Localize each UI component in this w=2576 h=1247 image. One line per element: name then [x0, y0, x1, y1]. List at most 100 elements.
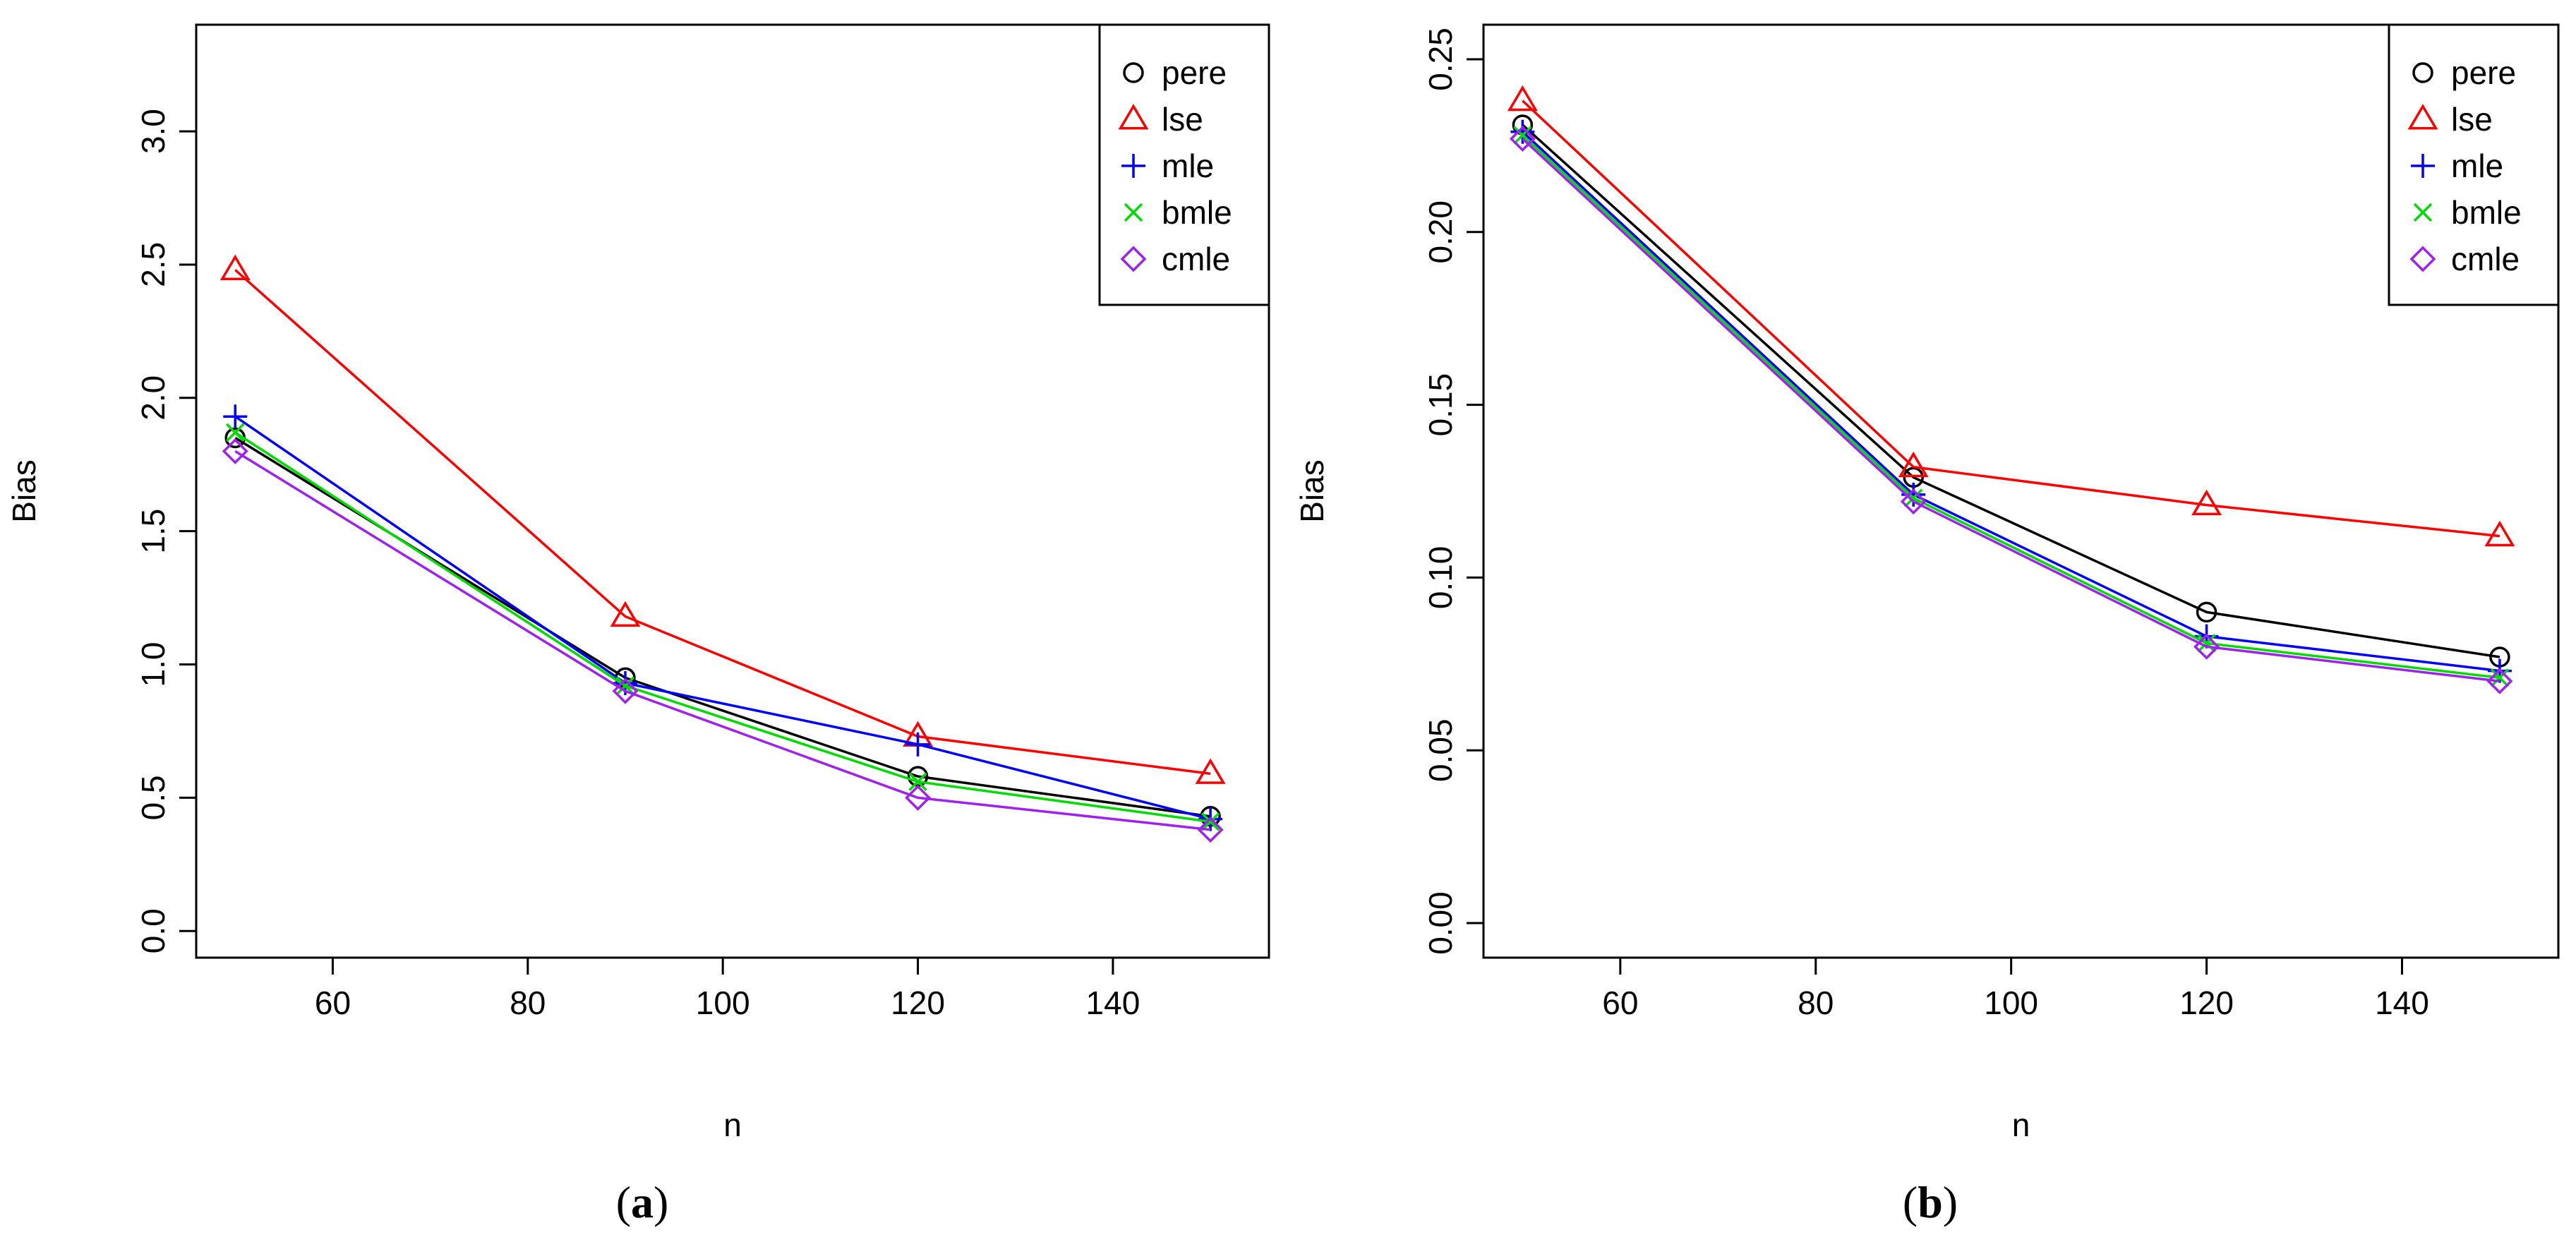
legend-marker-lse: [2407, 104, 2438, 130]
x-tick-label: 140: [1086, 984, 1140, 1021]
legend-label: cmle: [2451, 241, 2520, 277]
data-point-cmle: [222, 438, 248, 464]
data-point-mle: [223, 404, 248, 429]
y-tick-label: 0.05: [1422, 718, 1459, 782]
x-tick-label: 100: [696, 984, 750, 1021]
series-cmle: [1509, 126, 2513, 694]
legend-label: bmle: [1162, 194, 1232, 231]
legend-label: bmle: [2451, 194, 2522, 231]
y-tick-label: 0.20: [1422, 200, 1459, 264]
legend-label: pere: [1162, 54, 1227, 91]
x-tick-label: 60: [315, 984, 351, 1021]
data-point-lse: [2191, 489, 2222, 516]
x-tick-label: 80: [510, 984, 546, 1021]
series-line-lse: [234, 269, 1211, 776]
legend-marker-bmle: [1124, 203, 1143, 222]
panel-caption: (b): [1903, 1177, 1958, 1227]
data-point-cmle: [1197, 817, 1224, 843]
data-point-lse: [1507, 85, 1538, 112]
legend-label: mle: [1162, 147, 1214, 184]
data-point-lse: [2484, 520, 2515, 547]
data-point-cmle: [905, 784, 932, 811]
series-line-cmle: [1522, 138, 2500, 683]
series-lse: [1507, 85, 2515, 547]
x-tick-label: 100: [1984, 984, 2038, 1021]
x-axis-label: n: [723, 1107, 742, 1143]
series-line-cmle: [234, 450, 1211, 831]
legend-label: pere: [2451, 54, 2516, 91]
panel-caption-label: b: [1918, 1177, 1943, 1227]
x-axis-label: n: [2012, 1107, 2030, 1143]
legend-marker-mle: [2411, 154, 2435, 178]
data-point-lse: [1898, 451, 1929, 478]
panel-caption: (a): [616, 1177, 669, 1227]
y-tick-label: 0.10: [1422, 546, 1459, 610]
y-tick-label: 0.00: [1422, 891, 1459, 955]
x-tick-label: 80: [1798, 984, 1834, 1021]
data-point-cmle: [2193, 633, 2220, 660]
data-point-bmle: [226, 423, 245, 442]
chart-panel-a: 60 80 100 120 140 0.0 0.5 1.0 1.5 2.0 2.5 3.0 n Bias (…: [6, 23, 1270, 1227]
data-point-bmle: [908, 772, 927, 791]
legend: pere lse mle bmle cmle: [1098, 23, 1270, 306]
y-axis-label: Bias: [1294, 459, 1330, 522]
legend-marker-lse: [1118, 104, 1149, 130]
legend-box: [1098, 23, 1270, 306]
data-point-bmle: [2197, 634, 2216, 653]
y-tick-label: 1.5: [135, 509, 171, 554]
series-cmle: [222, 438, 1224, 843]
data-point-bmle: [615, 676, 635, 695]
series-line-bmle: [234, 431, 1211, 824]
legend-label: mle: [2451, 147, 2503, 184]
series-mle: [223, 404, 1223, 831]
legend-label: cmle: [1162, 241, 1230, 277]
legend-marker-cmle: [2409, 246, 2436, 272]
data-point-cmle: [612, 677, 639, 704]
data-point-cmle: [1509, 126, 1536, 152]
series-line-bmle: [1522, 134, 2500, 680]
series-pere: [1512, 114, 2510, 668]
data-point-lse: [1195, 758, 1226, 784]
series-line-mle: [234, 415, 1211, 821]
series-line-pere: [234, 436, 1211, 818]
y-tick-label: 0.15: [1422, 373, 1459, 437]
legend-marker-pere: [1123, 62, 1144, 83]
series-lse: [219, 254, 1226, 784]
series-line-pere: [1522, 124, 2500, 658]
legend-label: lse: [2451, 101, 2493, 138]
series-line-lse: [1522, 100, 2500, 538]
legend-marker-mle: [1121, 154, 1145, 178]
data-point-bmle: [1200, 812, 1220, 831]
y-tick-label: 3.0: [135, 109, 171, 154]
y-tick-label: 2.5: [135, 242, 171, 287]
data-point-lse: [610, 601, 641, 627]
y-tick-label: 0.0: [135, 908, 171, 953]
legend-marker-cmle: [1120, 246, 1147, 272]
legend-marker-bmle: [2413, 203, 2433, 222]
data-point-bmle: [1513, 126, 1532, 145]
data-point-cmle: [1900, 488, 1927, 515]
series-bmle: [226, 423, 1220, 831]
chart-panel-b: 60 80 100 120 140 0.00 0.05 0.10 0.15 0.20 0.25 n Bi…: [1294, 23, 2560, 1227]
data-point-lse: [219, 254, 251, 281]
panel-caption-label: a: [631, 1177, 654, 1227]
legend-marker-pere: [2412, 62, 2433, 83]
x-tick-label: 60: [1602, 984, 1638, 1021]
plot-frame: [1482, 23, 2560, 959]
y-axis-label: Bias: [6, 459, 42, 522]
data-point-bmle: [2490, 668, 2510, 687]
plot-frame: [195, 23, 1270, 959]
series-line-mle: [1522, 131, 2500, 673]
x-tick-label: 140: [2375, 984, 2429, 1021]
y-tick-label: 2.0: [135, 375, 171, 421]
y-tick-label: 0.25: [1422, 28, 1459, 91]
x-tick-label: 120: [2179, 984, 2234, 1021]
data-point-cmle: [2486, 668, 2513, 694]
series-pere: [224, 427, 1221, 827]
data-point-pere: [2196, 601, 2217, 623]
series-bmle: [1513, 126, 2510, 687]
data-point-mle: [905, 732, 930, 757]
legend: pere lse mle bmle cmle: [2388, 23, 2560, 306]
y-tick-label: 0.5: [135, 775, 171, 820]
